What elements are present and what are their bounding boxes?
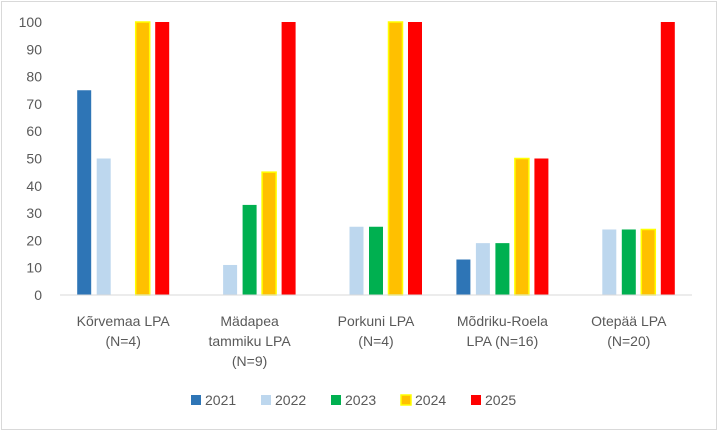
x-category-label: (N=9) (232, 353, 267, 369)
bar-2025-1 (281, 22, 296, 295)
y-tick-label: 90 (26, 41, 42, 57)
bar-2023-4 (621, 229, 636, 295)
x-category-label: LPA (N=16) (467, 333, 539, 349)
bar-2022-3 (475, 243, 490, 295)
y-tick-label: 80 (26, 69, 42, 85)
y-tick-label: 30 (26, 205, 42, 221)
x-category-label: Porkuni LPA (338, 313, 415, 329)
bar-2024-0 (134, 21, 151, 296)
bar-2023-1 (242, 204, 257, 295)
legend-label-2024: 2024 (415, 392, 446, 408)
x-category-label: tammiku LPA (208, 333, 291, 349)
x-category-label: (N=20) (607, 333, 650, 349)
bar-2023-3 (495, 243, 510, 295)
bar-2024-1 (261, 171, 277, 296)
y-tick-label: 60 (26, 123, 42, 139)
y-tick-label: 100 (19, 14, 43, 30)
bar-2023-2 (369, 226, 383, 295)
y-axis: 0 10 20 30 40 50 60 70 80 90 100 (19, 14, 43, 303)
y-tick-label: 50 (26, 151, 42, 167)
bar-2024-3 (514, 157, 530, 296)
x-category-label: Mädapea (220, 313, 279, 329)
bar-2021-0 (77, 90, 92, 295)
bar-2022-2 (349, 226, 364, 295)
x-category-label: Mõdriku-Roela (457, 313, 548, 329)
bar-2022-1 (223, 264, 238, 295)
y-tick-label: 10 (26, 260, 42, 276)
y-tick-label: 70 (26, 96, 42, 112)
legend-label-2023: 2023 (345, 392, 376, 408)
legend-label-2022: 2022 (275, 392, 306, 408)
legend-swatch-2022 (261, 395, 271, 405)
x-category-label: (N=4) (105, 333, 140, 349)
bar-2024-2 (387, 21, 404, 296)
legend-label-2025: 2025 (485, 392, 516, 408)
x-category-label: (N=4) (358, 333, 393, 349)
x-axis: Kõrvemaa LPA (N=4) Mädapea tammiku LPA (N=9)… (60, 294, 692, 369)
bar-2021-3 (456, 259, 471, 295)
bar-2025-4 (660, 22, 675, 295)
bar-2025-3 (534, 158, 549, 295)
legend-swatch-2023 (331, 395, 341, 405)
bar-2024-4 (640, 228, 657, 296)
bar-2025-2 (408, 22, 422, 295)
y-tick-label: 40 (26, 178, 42, 194)
legend-swatch-2021 (191, 395, 201, 405)
x-category-label: Otepää LPA (591, 313, 667, 329)
y-tick-label: 0 (34, 287, 42, 303)
bar-2025-0 (155, 22, 170, 295)
legend-label-2021: 2021 (205, 392, 236, 408)
bar-2022-0 (96, 158, 111, 295)
x-category-label: Kõrvemaa LPA (77, 313, 171, 329)
y-tick-label: 20 (26, 232, 42, 248)
bars (77, 21, 675, 296)
legend: 2021 2022 2023 2024 2025 (191, 392, 516, 408)
legend-swatch-2024 (400, 394, 412, 406)
bar-2022-4 (602, 229, 617, 295)
legend-swatch-2025 (471, 395, 481, 405)
